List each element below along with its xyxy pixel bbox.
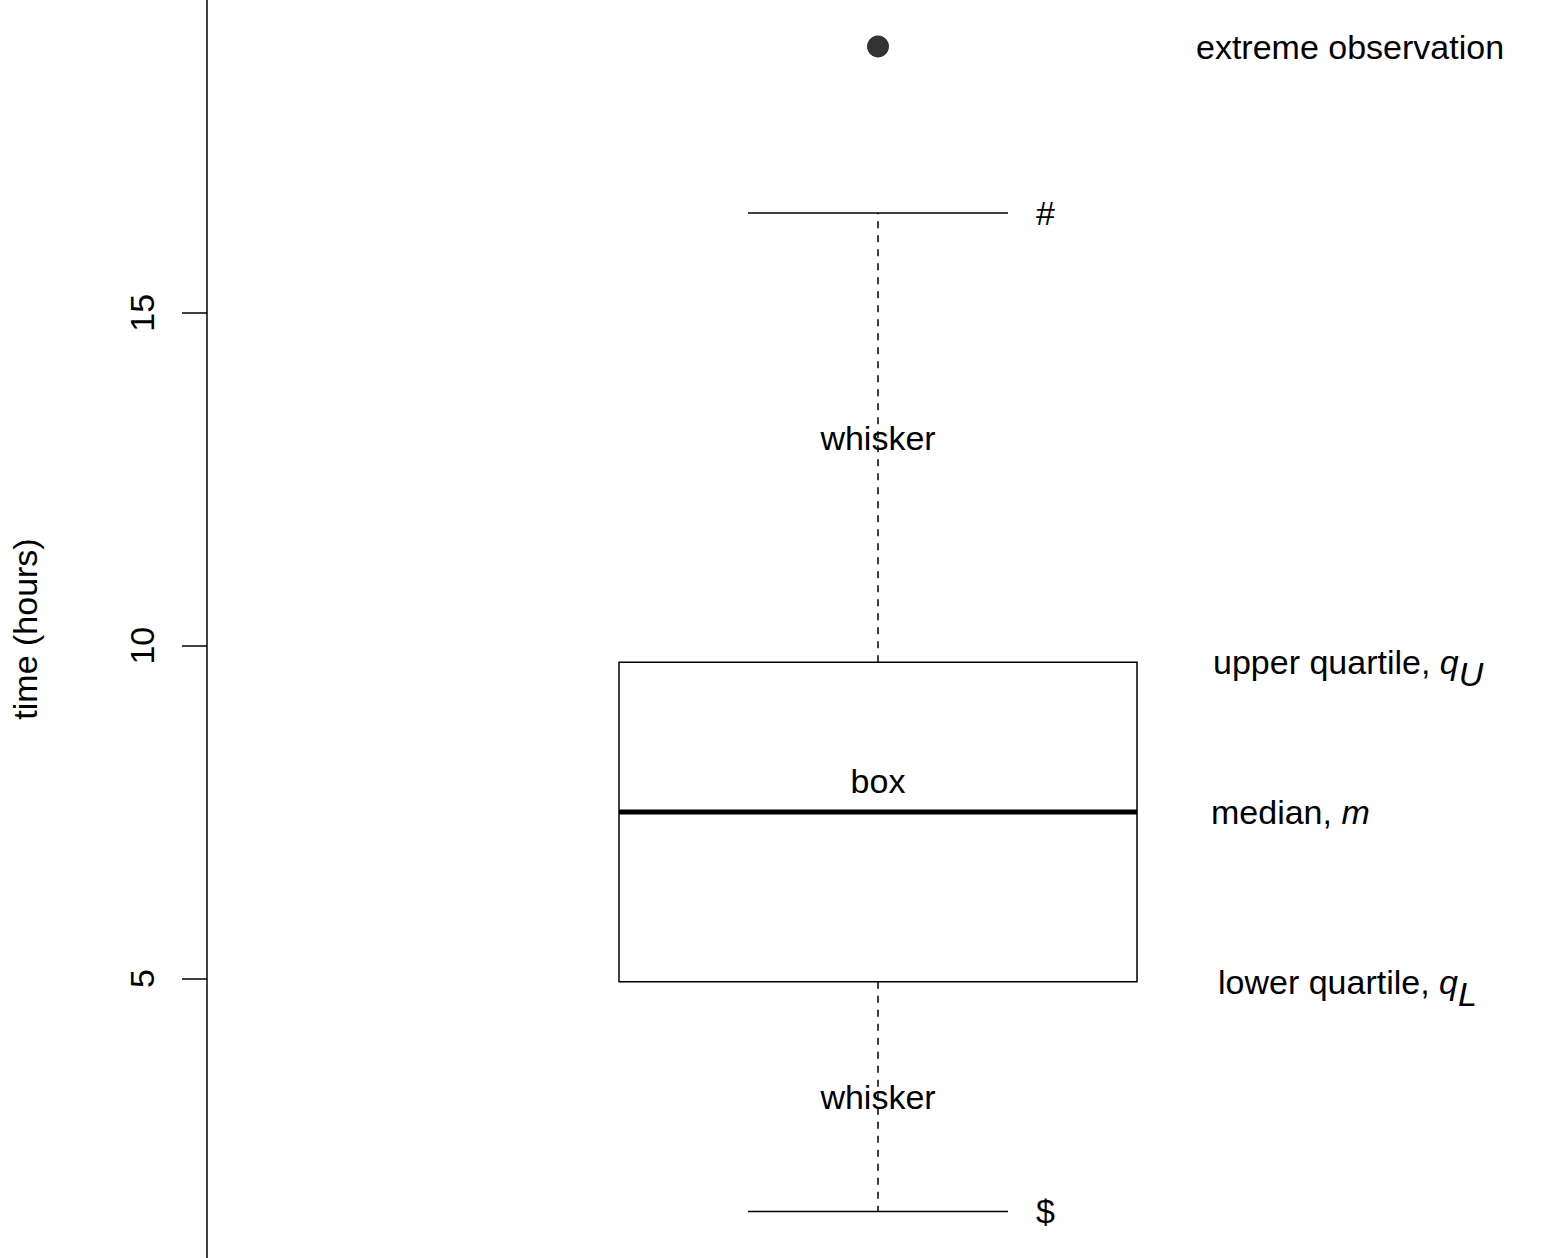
svg-text:extreme observation: extreme observation	[1196, 28, 1504, 66]
svg-text:10: 10	[123, 627, 161, 665]
svg-text:q: q	[1440, 643, 1459, 681]
svg-text:whisker: whisker	[819, 419, 935, 457]
svg-text:U: U	[1459, 655, 1484, 693]
svg-text:15: 15	[123, 294, 161, 332]
svg-text:$: $	[1036, 1192, 1055, 1230]
svg-text:upper quartile,: upper quartile,	[1213, 643, 1430, 681]
svg-text:L: L	[1458, 975, 1477, 1013]
svg-text:5: 5	[123, 969, 161, 988]
svg-text:#: #	[1036, 194, 1055, 232]
svg-text:median,: median,	[1211, 793, 1332, 831]
svg-text:box: box	[851, 762, 906, 800]
svg-text:q: q	[1439, 963, 1458, 1001]
svg-text:time (hours): time (hours)	[6, 538, 44, 719]
svg-text:whisker: whisker	[819, 1078, 935, 1116]
svg-text:lower quartile,: lower quartile,	[1218, 963, 1430, 1001]
svg-text:m: m	[1341, 793, 1369, 831]
